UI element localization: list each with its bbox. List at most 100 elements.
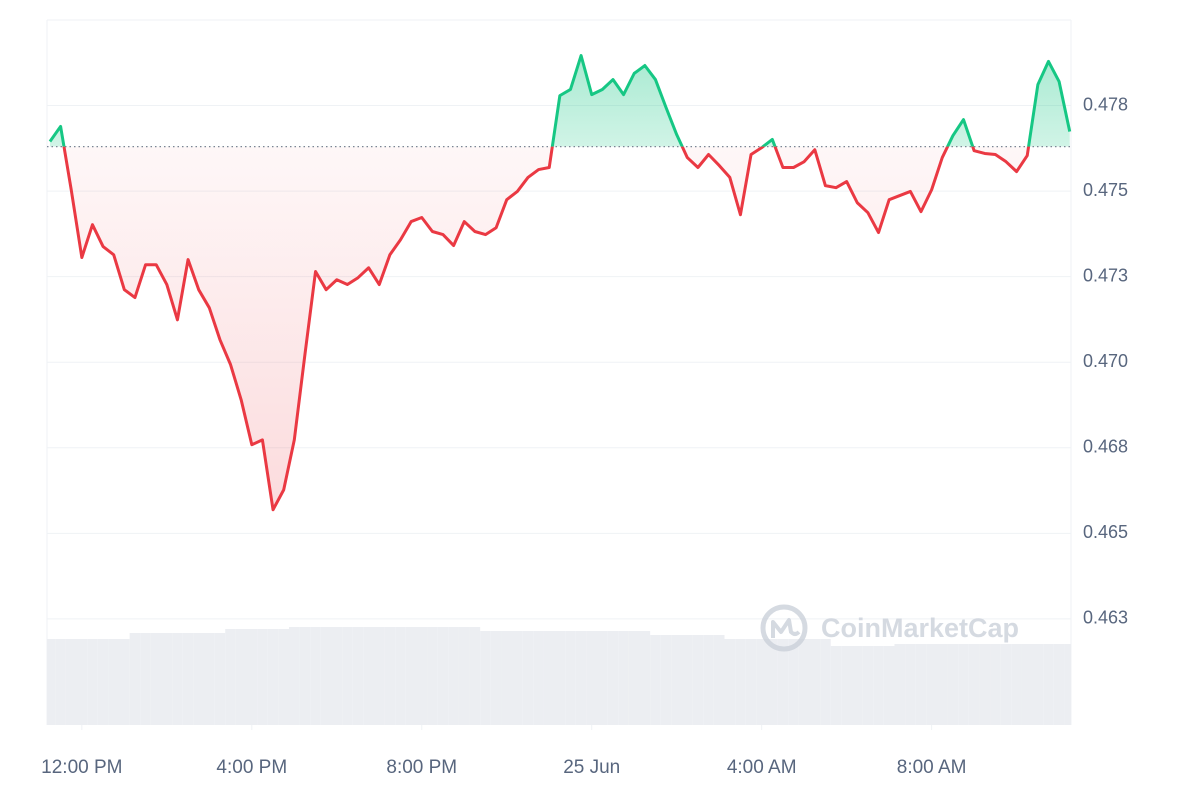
volume-bar — [47, 639, 56, 725]
volume-bar — [565, 631, 576, 725]
x-tick-label: 8:00 PM — [386, 757, 457, 778]
volume-bar — [745, 639, 757, 725]
volume-bar — [851, 646, 863, 725]
volume-bar — [501, 631, 513, 725]
volume-bar — [172, 633, 183, 725]
volume-bar — [448, 627, 459, 725]
volume-bar — [936, 644, 948, 725]
volume-bar — [384, 627, 396, 725]
volume-bar — [766, 639, 778, 725]
volume-bar — [809, 639, 821, 725]
volume-bar — [873, 646, 884, 725]
volume-bar — [76, 639, 88, 725]
y-tick-label: 0.470 — [1083, 351, 1128, 371]
volume-bar — [512, 631, 523, 725]
volume-bar — [1000, 644, 1012, 725]
volume-bar — [979, 644, 991, 725]
volume-bar — [97, 639, 109, 725]
volume-bar — [522, 631, 534, 725]
volume-bar — [735, 639, 746, 725]
volume-bar — [1011, 644, 1022, 725]
volume-bar — [299, 627, 311, 725]
volume-bar — [1021, 644, 1033, 725]
volume-bar — [87, 639, 98, 725]
volume-bar — [278, 629, 289, 725]
volume-bar — [883, 646, 895, 725]
volume-bar — [267, 629, 279, 725]
x-tick-label: 12:00 PM — [41, 757, 122, 778]
volume-bar — [575, 631, 587, 725]
volume-bar — [405, 627, 417, 725]
area-down — [63, 146, 1029, 510]
volume-bar — [119, 639, 130, 725]
volume-bar — [395, 627, 406, 725]
volume-bar — [1064, 644, 1071, 725]
volume-bar — [905, 644, 916, 725]
volume-bar — [862, 646, 874, 725]
volume-bar — [628, 631, 640, 725]
volume-bar — [926, 644, 937, 725]
volume-bar — [140, 633, 151, 725]
volume-bar — [150, 633, 162, 725]
volume-bar — [830, 646, 842, 725]
watermark-text: CoinMarketCap — [821, 613, 1019, 643]
volume-bar — [129, 633, 141, 725]
volume-bar — [203, 633, 215, 725]
price-line-down — [62, 146, 1031, 512]
volume-bar — [1053, 644, 1065, 725]
volume-bar — [682, 635, 693, 725]
y-tick-label: 0.465 — [1083, 522, 1128, 542]
volume-bar — [458, 627, 470, 725]
x-tick-label: 4:00 PM — [216, 757, 287, 778]
volume-bar — [1043, 644, 1054, 725]
volume-bar — [533, 631, 544, 725]
volume-bar — [915, 644, 927, 725]
volume-bar — [161, 633, 173, 725]
y-tick-label: 0.478 — [1083, 94, 1128, 114]
volume-bar — [820, 639, 831, 725]
volume-bar — [182, 633, 194, 725]
volume-bar — [756, 639, 767, 725]
volume-bar — [724, 639, 736, 725]
y-tick-label: 0.463 — [1083, 608, 1128, 628]
x-tick-label: 25 Jun — [563, 757, 620, 778]
volume-bar — [671, 635, 683, 725]
volume-bar — [968, 644, 980, 725]
volume-bar — [543, 631, 555, 725]
volume-bar — [554, 631, 566, 725]
watermark-logo — [760, 604, 808, 652]
volume-bar — [1032, 644, 1044, 725]
volume-bar — [193, 633, 204, 725]
volume-bar — [108, 639, 120, 725]
volume-bar — [618, 631, 629, 725]
volume-bar — [257, 629, 268, 725]
volume-bar — [416, 627, 428, 725]
volume-bar — [320, 627, 332, 725]
price-line-up — [48, 54, 1072, 147]
volume-bar — [246, 629, 258, 725]
volume-bar — [639, 631, 651, 725]
volume-bar — [235, 629, 247, 725]
volume-bar — [373, 627, 385, 725]
volume-bar — [841, 646, 852, 725]
volume-bar — [65, 639, 77, 725]
volume-bar — [692, 635, 704, 725]
volume-bar — [363, 627, 374, 725]
x-tick-label: 8:00 AM — [897, 757, 967, 778]
y-tick-label: 0.468 — [1083, 437, 1128, 457]
volume-bar — [597, 631, 608, 725]
x-tick-label: 4:00 AM — [727, 757, 797, 778]
volume-bar — [480, 631, 491, 725]
volume-bar — [703, 635, 714, 725]
volume-bar — [214, 633, 226, 725]
volume-layer — [47, 627, 1071, 725]
volume-bar — [713, 635, 725, 725]
watermark-logo-mark — [771, 618, 801, 638]
volume-bar — [798, 639, 810, 725]
volume-bar — [650, 635, 661, 725]
watermark: CoinMarketCap — [760, 604, 1019, 652]
volume-bar — [958, 644, 969, 725]
volume-bar — [788, 639, 799, 725]
